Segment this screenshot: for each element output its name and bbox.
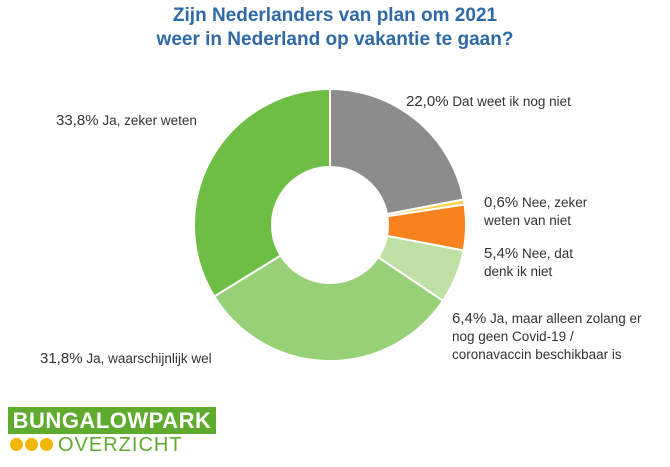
slice-value-nee-dat-denk-ik-niet: 5,4% xyxy=(484,245,519,262)
slice-label-nee-dat-denk-ik-niet: 5,4% Nee, dat denk ik niet xyxy=(484,245,584,281)
slice-value-dat-weet-ik-nog-niet: 22,0% xyxy=(406,93,449,110)
slice-category-dat-weet-ik-nog-niet: Dat weet ik nog niet xyxy=(452,94,571,109)
chart-title-line-1: Zijn Nederlanders van plan om 2021 xyxy=(172,5,498,26)
logo-bottom-text: OVERZICHT xyxy=(58,434,183,456)
slice-value-ja-zeker-weten: 33,8% xyxy=(56,112,99,129)
donut-slice-ja-zeker-weten xyxy=(193,87,331,298)
logo-top-text: BUNGALOWPARK xyxy=(8,407,216,434)
donut-slice-dat-weet-ik-nog-niet xyxy=(329,87,465,216)
three-sun-dots-icon xyxy=(10,438,55,456)
bungalowpark-overzicht-logo: BUNGALOWPARK OVERZICHT xyxy=(8,407,216,457)
chart-title-line-2: weer in Nederland op vakantie te gaan? xyxy=(156,29,514,50)
slice-category-nee-zeker-weten-van-niet: Nee, zeker weten van niet xyxy=(484,195,588,228)
slice-label-nee-zeker-weten-van-niet: 0,6% Nee, zeker weten van niet xyxy=(484,194,604,230)
slice-label-ja-waarschijnlijk-wel: 31,8% Ja, waarschijnlijk wel xyxy=(40,350,212,368)
slice-category-ja-maar-alleen-zolang: Ja, maar alleen zolang er nog geen Covid… xyxy=(452,311,642,362)
slice-label-ja-maar-alleen-zolang: 6,4% Ja, maar alleen zolang er nog geen … xyxy=(452,310,648,364)
chart-title: Zijn Nederlanders van plan om 2021 weer … xyxy=(0,4,670,52)
logo-bottom-bar: OVERZICHT xyxy=(8,434,216,457)
slice-category-ja-zeker-weten: Ja, zeker weten xyxy=(102,113,197,128)
slice-label-ja-zeker-weten: 33,8% Ja, zeker weten xyxy=(56,112,197,130)
slice-value-ja-maar-alleen-zolang: 6,4% xyxy=(452,310,487,327)
slice-category-nee-dat-denk-ik-niet: Nee, dat denk ik niet xyxy=(484,246,574,279)
slice-label-dat-weet-ik-nog-niet: 22,0% Dat weet ik nog niet xyxy=(406,93,571,111)
slice-category-ja-waarschijnlijk-wel: Ja, waarschijnlijk wel xyxy=(86,351,212,366)
donut-slice-ja-waarschijnlijk-wel xyxy=(212,254,445,362)
slice-value-nee-zeker-weten-van-niet: 0,6% xyxy=(484,194,519,211)
slice-value-ja-waarschijnlijk-wel: 31,8% xyxy=(40,350,83,367)
